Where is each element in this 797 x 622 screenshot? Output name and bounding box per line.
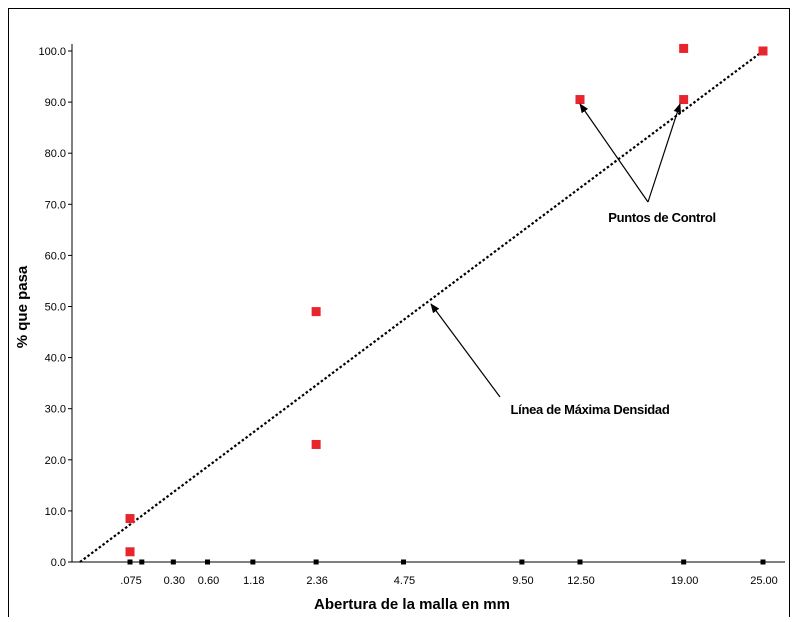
y-tick-label: 30.0	[45, 404, 66, 416]
x-tick-label: 0.60	[198, 575, 219, 587]
x-tick-label: 12.50	[567, 575, 595, 587]
data-point	[679, 43, 689, 53]
x-tick-label: 1.18	[243, 575, 264, 587]
x-tick-mark	[313, 559, 319, 565]
x-tick-mark	[250, 559, 256, 565]
data-point	[125, 547, 135, 557]
data-points	[125, 43, 768, 557]
annotations: Puntos de Control Línea de Máxima Densida…	[430, 103, 716, 417]
y-tick-label: 70.0	[45, 199, 66, 211]
data-point	[575, 95, 585, 105]
y-tick-label: 50.0	[45, 302, 66, 314]
data-point	[758, 46, 768, 56]
x-ticks: .075 0.30 0.60 1.18 2.36 4.75 9.50 12.50 19.00 25…	[120, 559, 778, 587]
x-tick-label: 19.00	[671, 575, 699, 587]
y-tick-label: 100.0	[38, 46, 66, 58]
arrow-to-point-12-50	[579, 103, 649, 203]
x-tick-mark	[400, 559, 406, 565]
x-tick-mark	[681, 559, 687, 565]
y-tick-label: 20.0	[45, 455, 66, 467]
x-tick-mark	[760, 559, 766, 565]
x-axis-title: Abertura de la malla en mm	[314, 596, 510, 613]
y-tick-label: 40.0	[45, 353, 66, 365]
x-tick-label: 9.50	[512, 575, 533, 587]
max-density-line-group	[79, 50, 764, 563]
x-tick-label: .075	[120, 575, 141, 587]
data-point	[311, 439, 321, 449]
y-tick-label: 10.0	[45, 506, 66, 518]
x-tick-mark	[577, 559, 583, 565]
y-axis-title: % que pasa	[14, 265, 31, 348]
data-point	[311, 307, 321, 317]
max-density-line	[79, 50, 764, 563]
y-tick-label: 90.0	[45, 97, 66, 109]
x-tick-mark	[205, 559, 211, 565]
x-tick-label: 25.00	[750, 575, 778, 587]
x-tick-mark	[127, 559, 133, 565]
x-tick-label: 0.30	[164, 575, 185, 587]
annotation-linea-max-densidad: Línea de Máxima Densidad	[511, 402, 670, 417]
arrow-to-point-19-00	[647, 103, 681, 203]
y-tick-label: 0.0	[51, 557, 66, 569]
chart-frame	[8, 8, 790, 617]
y-tick-label: 80.0	[45, 148, 66, 160]
x-tick-mark	[519, 559, 525, 565]
y-ticks: 0.0 10.0 20.0 30.0 40.0 50.0 60.0 70.0 80.0 90.0 1…	[38, 46, 72, 569]
annotation-puntos-de-control: Puntos de Control	[608, 210, 716, 225]
x-tick-label: 2.36	[306, 575, 327, 587]
data-point	[125, 514, 135, 524]
axes	[71, 44, 785, 563]
y-tick-label: 60.0	[45, 250, 66, 262]
arrow-to-line	[430, 303, 501, 398]
data-point	[679, 95, 689, 105]
x-tick-mark	[170, 559, 176, 565]
x-tick-mark	[139, 559, 145, 565]
x-tick-label: 4.75	[394, 575, 415, 587]
